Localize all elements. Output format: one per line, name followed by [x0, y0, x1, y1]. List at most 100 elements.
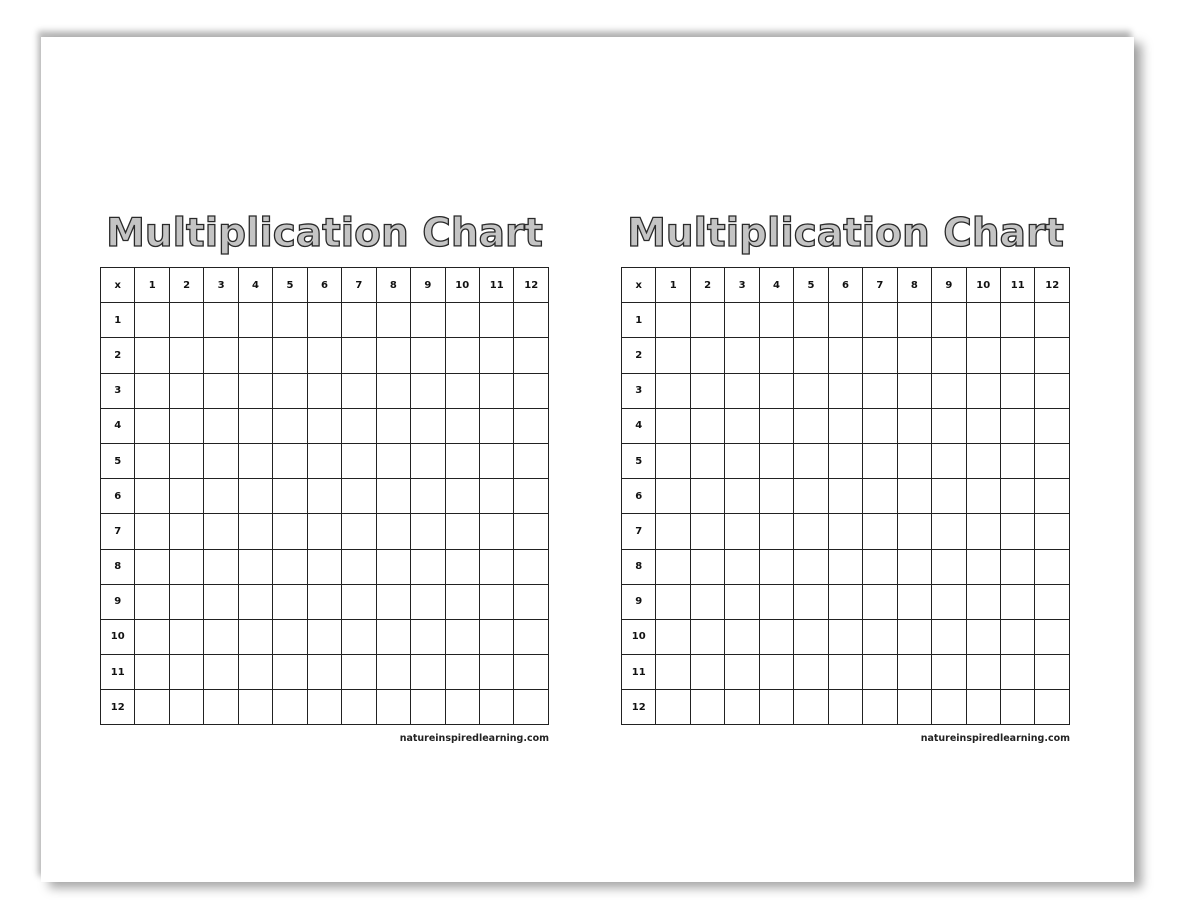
blank-cell[interactable] — [410, 618, 446, 656]
blank-cell[interactable] — [513, 407, 549, 444]
blank-cell[interactable] — [272, 513, 308, 550]
blank-cell[interactable] — [896, 337, 933, 374]
blank-cell[interactable] — [134, 654, 170, 691]
blank-cell[interactable] — [724, 407, 760, 444]
blank-cell[interactable] — [478, 372, 515, 409]
blank-cell[interactable] — [203, 302, 239, 339]
blank-cell[interactable] — [168, 583, 205, 620]
blank-cell[interactable] — [655, 513, 691, 550]
blank-cell[interactable] — [793, 689, 829, 726]
blank-cell[interactable] — [168, 302, 205, 339]
blank-cell[interactable] — [689, 302, 726, 339]
blank-cell[interactable] — [341, 654, 377, 691]
blank-cell[interactable] — [689, 583, 726, 620]
blank-cell[interactable] — [827, 337, 864, 374]
blank-cell[interactable] — [758, 654, 795, 691]
blank-cell[interactable] — [375, 478, 412, 515]
blank-cell[interactable] — [168, 372, 205, 409]
blank-cell[interactable] — [341, 407, 377, 444]
blank-cell[interactable] — [272, 548, 308, 585]
blank-cell[interactable] — [827, 654, 864, 691]
blank-cell[interactable] — [134, 337, 170, 374]
blank-cell[interactable] — [999, 583, 1036, 620]
blank-cell[interactable] — [689, 372, 726, 409]
blank-cell[interactable] — [272, 654, 308, 691]
blank-cell[interactable] — [689, 689, 726, 726]
blank-cell[interactable] — [965, 442, 1001, 480]
blank-cell[interactable] — [375, 654, 412, 691]
blank-cell[interactable] — [341, 618, 377, 656]
blank-cell[interactable] — [896, 302, 933, 339]
blank-cell[interactable] — [375, 513, 412, 550]
blank-cell[interactable] — [410, 442, 446, 480]
blank-cell[interactable] — [237, 689, 274, 726]
blank-cell[interactable] — [341, 583, 377, 620]
blank-cell[interactable] — [793, 442, 829, 480]
blank-cell[interactable] — [862, 689, 898, 726]
blank-cell[interactable] — [724, 583, 760, 620]
blank-cell[interactable] — [478, 654, 515, 691]
blank-cell[interactable] — [134, 689, 170, 726]
blank-cell[interactable] — [827, 689, 864, 726]
blank-cell[interactable] — [237, 583, 274, 620]
blank-cell[interactable] — [237, 372, 274, 409]
blank-cell[interactable] — [758, 513, 795, 550]
blank-cell[interactable] — [168, 548, 205, 585]
blank-cell[interactable] — [375, 548, 412, 585]
blank-cell[interactable] — [931, 337, 967, 374]
blank-cell[interactable] — [896, 513, 933, 550]
blank-cell[interactable] — [931, 689, 967, 726]
blank-cell[interactable] — [341, 372, 377, 409]
blank-cell[interactable] — [862, 337, 898, 374]
blank-cell[interactable] — [724, 654, 760, 691]
blank-cell[interactable] — [478, 407, 515, 444]
blank-cell[interactable] — [134, 618, 170, 656]
blank-cell[interactable] — [965, 302, 1001, 339]
blank-cell[interactable] — [689, 513, 726, 550]
blank-cell[interactable] — [724, 442, 760, 480]
blank-cell[interactable] — [410, 478, 446, 515]
blank-cell[interactable] — [862, 618, 898, 656]
blank-cell[interactable] — [655, 302, 691, 339]
blank-cell[interactable] — [827, 372, 864, 409]
blank-cell[interactable] — [306, 407, 343, 444]
blank-cell[interactable] — [168, 654, 205, 691]
blank-cell[interactable] — [410, 654, 446, 691]
blank-cell[interactable] — [478, 302, 515, 339]
blank-cell[interactable] — [341, 302, 377, 339]
blank-cell[interactable] — [134, 478, 170, 515]
blank-cell[interactable] — [931, 618, 967, 656]
blank-cell[interactable] — [1034, 337, 1070, 374]
blank-cell[interactable] — [931, 442, 967, 480]
blank-cell[interactable] — [1034, 442, 1070, 480]
blank-cell[interactable] — [724, 689, 760, 726]
blank-cell[interactable] — [758, 407, 795, 444]
blank-cell[interactable] — [724, 618, 760, 656]
blank-cell[interactable] — [410, 548, 446, 585]
blank-cell[interactable] — [689, 618, 726, 656]
blank-cell[interactable] — [655, 407, 691, 444]
blank-cell[interactable] — [306, 372, 343, 409]
blank-cell[interactable] — [827, 407, 864, 444]
blank-cell[interactable] — [513, 548, 549, 585]
blank-cell[interactable] — [999, 618, 1036, 656]
blank-cell[interactable] — [655, 478, 691, 515]
blank-cell[interactable] — [134, 407, 170, 444]
blank-cell[interactable] — [896, 548, 933, 585]
blank-cell[interactable] — [999, 478, 1036, 515]
blank-cell[interactable] — [478, 337, 515, 374]
blank-cell[interactable] — [1034, 478, 1070, 515]
blank-cell[interactable] — [168, 442, 205, 480]
blank-cell[interactable] — [827, 513, 864, 550]
blank-cell[interactable] — [410, 407, 446, 444]
blank-cell[interactable] — [410, 583, 446, 620]
blank-cell[interactable] — [272, 689, 308, 726]
blank-cell[interactable] — [862, 513, 898, 550]
blank-cell[interactable] — [203, 654, 239, 691]
blank-cell[interactable] — [931, 548, 967, 585]
blank-cell[interactable] — [827, 442, 864, 480]
blank-cell[interactable] — [134, 583, 170, 620]
blank-cell[interactable] — [965, 337, 1001, 374]
blank-cell[interactable] — [203, 372, 239, 409]
blank-cell[interactable] — [862, 407, 898, 444]
